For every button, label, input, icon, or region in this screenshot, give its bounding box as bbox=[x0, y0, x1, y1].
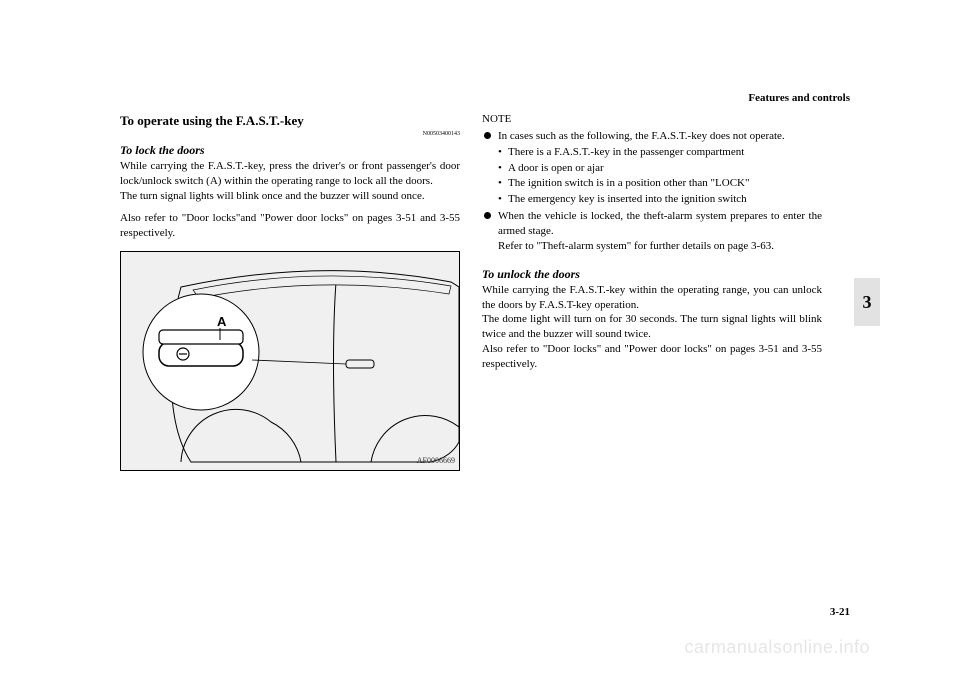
note-item: When the vehicle is locked, the theft-al… bbox=[482, 209, 822, 254]
paragraph: Also refer to "Door locks"and "Power doo… bbox=[120, 211, 460, 241]
paragraph: The turn signal lights will blink once a… bbox=[120, 189, 460, 204]
chapter-thumb-tab: 3 bbox=[854, 278, 880, 326]
note-text: In cases such as the following, the F.A.… bbox=[498, 130, 785, 142]
paragraph: The dome light will turn on for 30 secon… bbox=[482, 312, 822, 342]
sublist-item: A door is open or ajar bbox=[498, 161, 822, 176]
note-item: In cases such as the following, the F.A.… bbox=[482, 129, 822, 207]
left-column: To operate using the F.A.S.T.-key N00503… bbox=[120, 112, 460, 471]
note-heading: NOTE bbox=[482, 112, 822, 127]
figure-label-a: A bbox=[217, 314, 227, 329]
sublist-item: There is a F.A.S.T.-key in the passenger… bbox=[498, 145, 822, 160]
sublist-item: The ignition switch is in a position oth… bbox=[498, 176, 822, 191]
paragraph: While carrying the F.A.S.T.-key within t… bbox=[482, 283, 822, 313]
note-text: Refer to "Theft-alarm system" for furthe… bbox=[498, 240, 774, 252]
figure-code: AF0006669 bbox=[417, 456, 455, 467]
paragraph: Also refer to "Door locks" and "Power do… bbox=[482, 342, 822, 372]
note-sublist: There is a F.A.S.T.-key in the passenger… bbox=[498, 145, 822, 207]
subhead-lock: To lock the doors bbox=[120, 142, 460, 158]
note-text: When the vehicle is locked, the theft-al… bbox=[498, 210, 822, 237]
subhead-unlock: To unlock the doors bbox=[482, 266, 822, 282]
manual-page: Features and controls To operate using t… bbox=[0, 0, 960, 678]
doc-code: N00503400143 bbox=[120, 130, 460, 138]
door-handle-figure: A AF0006669 bbox=[120, 251, 460, 471]
page-number: 3-21 bbox=[830, 606, 850, 618]
right-column: NOTE In cases such as the following, the… bbox=[482, 112, 822, 471]
sublist-item: The emergency key is inserted into the i… bbox=[498, 192, 822, 207]
note-list: In cases such as the following, the F.A.… bbox=[482, 129, 822, 254]
figure-svg: A bbox=[121, 252, 460, 471]
paragraph: While carrying the F.A.S.T.-key, press t… bbox=[120, 159, 460, 189]
watermark: carmanualsonline.info bbox=[684, 637, 870, 658]
chapter-header: Features and controls bbox=[748, 92, 850, 104]
content-columns: To operate using the F.A.S.T.-key N00503… bbox=[120, 112, 860, 471]
section-title: To operate using the F.A.S.T.-key bbox=[120, 112, 460, 130]
